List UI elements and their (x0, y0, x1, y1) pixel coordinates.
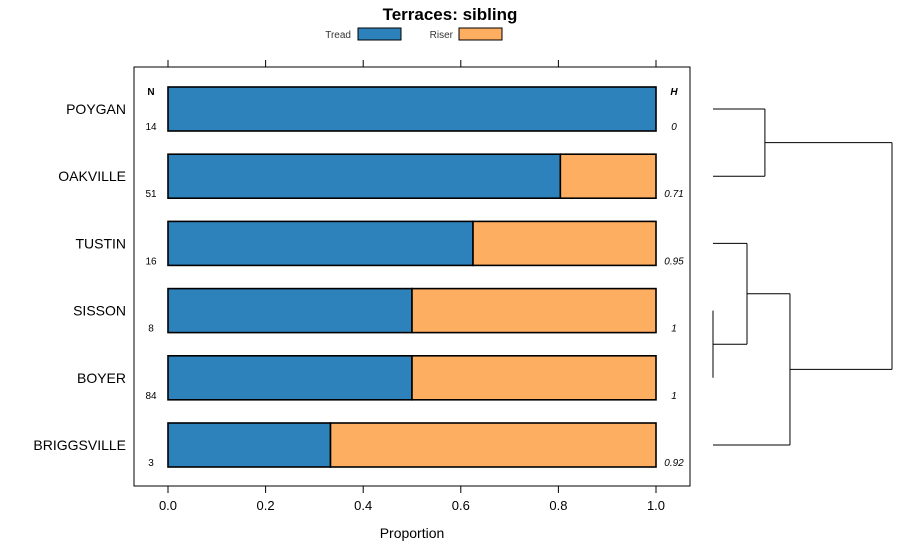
row-label: BRIGGSVILLE (33, 437, 126, 453)
x-tick-label: 0.2 (257, 498, 275, 513)
bar-riser-tustin (472, 220, 657, 267)
row-labels: POYGAN OAKVILLE TUSTIN SISSON BOYER BRIGGSVIL… (33, 101, 126, 453)
plot-panel (133, 66, 691, 487)
bar-riser-oakville (559, 153, 657, 199)
x-tick-label: 0.6 (452, 498, 470, 513)
row-label: SISSON (73, 303, 126, 319)
h-value: 0.71 (664, 189, 683, 200)
h-value: 0.95 (664, 256, 684, 267)
bar-tread-sisson (167, 287, 413, 334)
h-value: 0.92 (664, 458, 684, 469)
n-value: 84 (145, 391, 157, 402)
h-column-header: H (670, 87, 678, 98)
row-label: POYGAN (66, 101, 126, 117)
bar-riser-boyer (411, 354, 657, 401)
x-axis-title: Proportion (380, 525, 445, 541)
x-tick-label: 0.0 (159, 498, 177, 513)
bar-tread-oakville (167, 153, 562, 199)
n-value: 51 (145, 189, 157, 200)
legend: Tread Riser (325, 27, 503, 41)
x-tick-label: 1.0 (647, 498, 665, 513)
bar-tread-poygan (167, 86, 657, 132)
dendrogram (712, 108, 893, 446)
h-value: 0 (671, 122, 677, 133)
bar-tread-tustin (167, 220, 474, 267)
n-value: 14 (145, 122, 157, 133)
n-column-header: N (147, 87, 154, 98)
n-value: 16 (145, 256, 157, 267)
legend-label-riser: Riser (430, 30, 454, 41)
x-axis: 0.0 0.2 0.4 0.6 0.8 1.0 (159, 60, 665, 513)
bar-riser-briggsville (329, 422, 657, 468)
legend-swatch-riser (458, 27, 503, 41)
chart-title: Terraces: sibling (383, 5, 518, 24)
bar-tread-boyer (167, 354, 413, 401)
x-tick-label: 0.8 (549, 498, 567, 513)
x-tick-label: 0.4 (354, 498, 372, 513)
row-label: BOYER (77, 370, 126, 386)
legend-swatch-tread (357, 27, 402, 41)
h-value: 1 (671, 324, 677, 335)
row-label: TUSTIN (75, 235, 126, 251)
n-values: 14 51 16 8 84 3 (145, 122, 157, 469)
n-value: 3 (148, 458, 154, 469)
bar-area (167, 86, 657, 468)
bar-tread-briggsville (167, 422, 332, 468)
row-label: OAKVILLE (58, 168, 126, 184)
h-value: 1 (671, 391, 677, 402)
bar-riser-sisson (411, 287, 657, 334)
n-value: 8 (148, 324, 154, 335)
legend-label-tread: Tread (325, 30, 351, 41)
h-values: 0 0.71 0.95 1 1 0.92 (664, 122, 684, 469)
